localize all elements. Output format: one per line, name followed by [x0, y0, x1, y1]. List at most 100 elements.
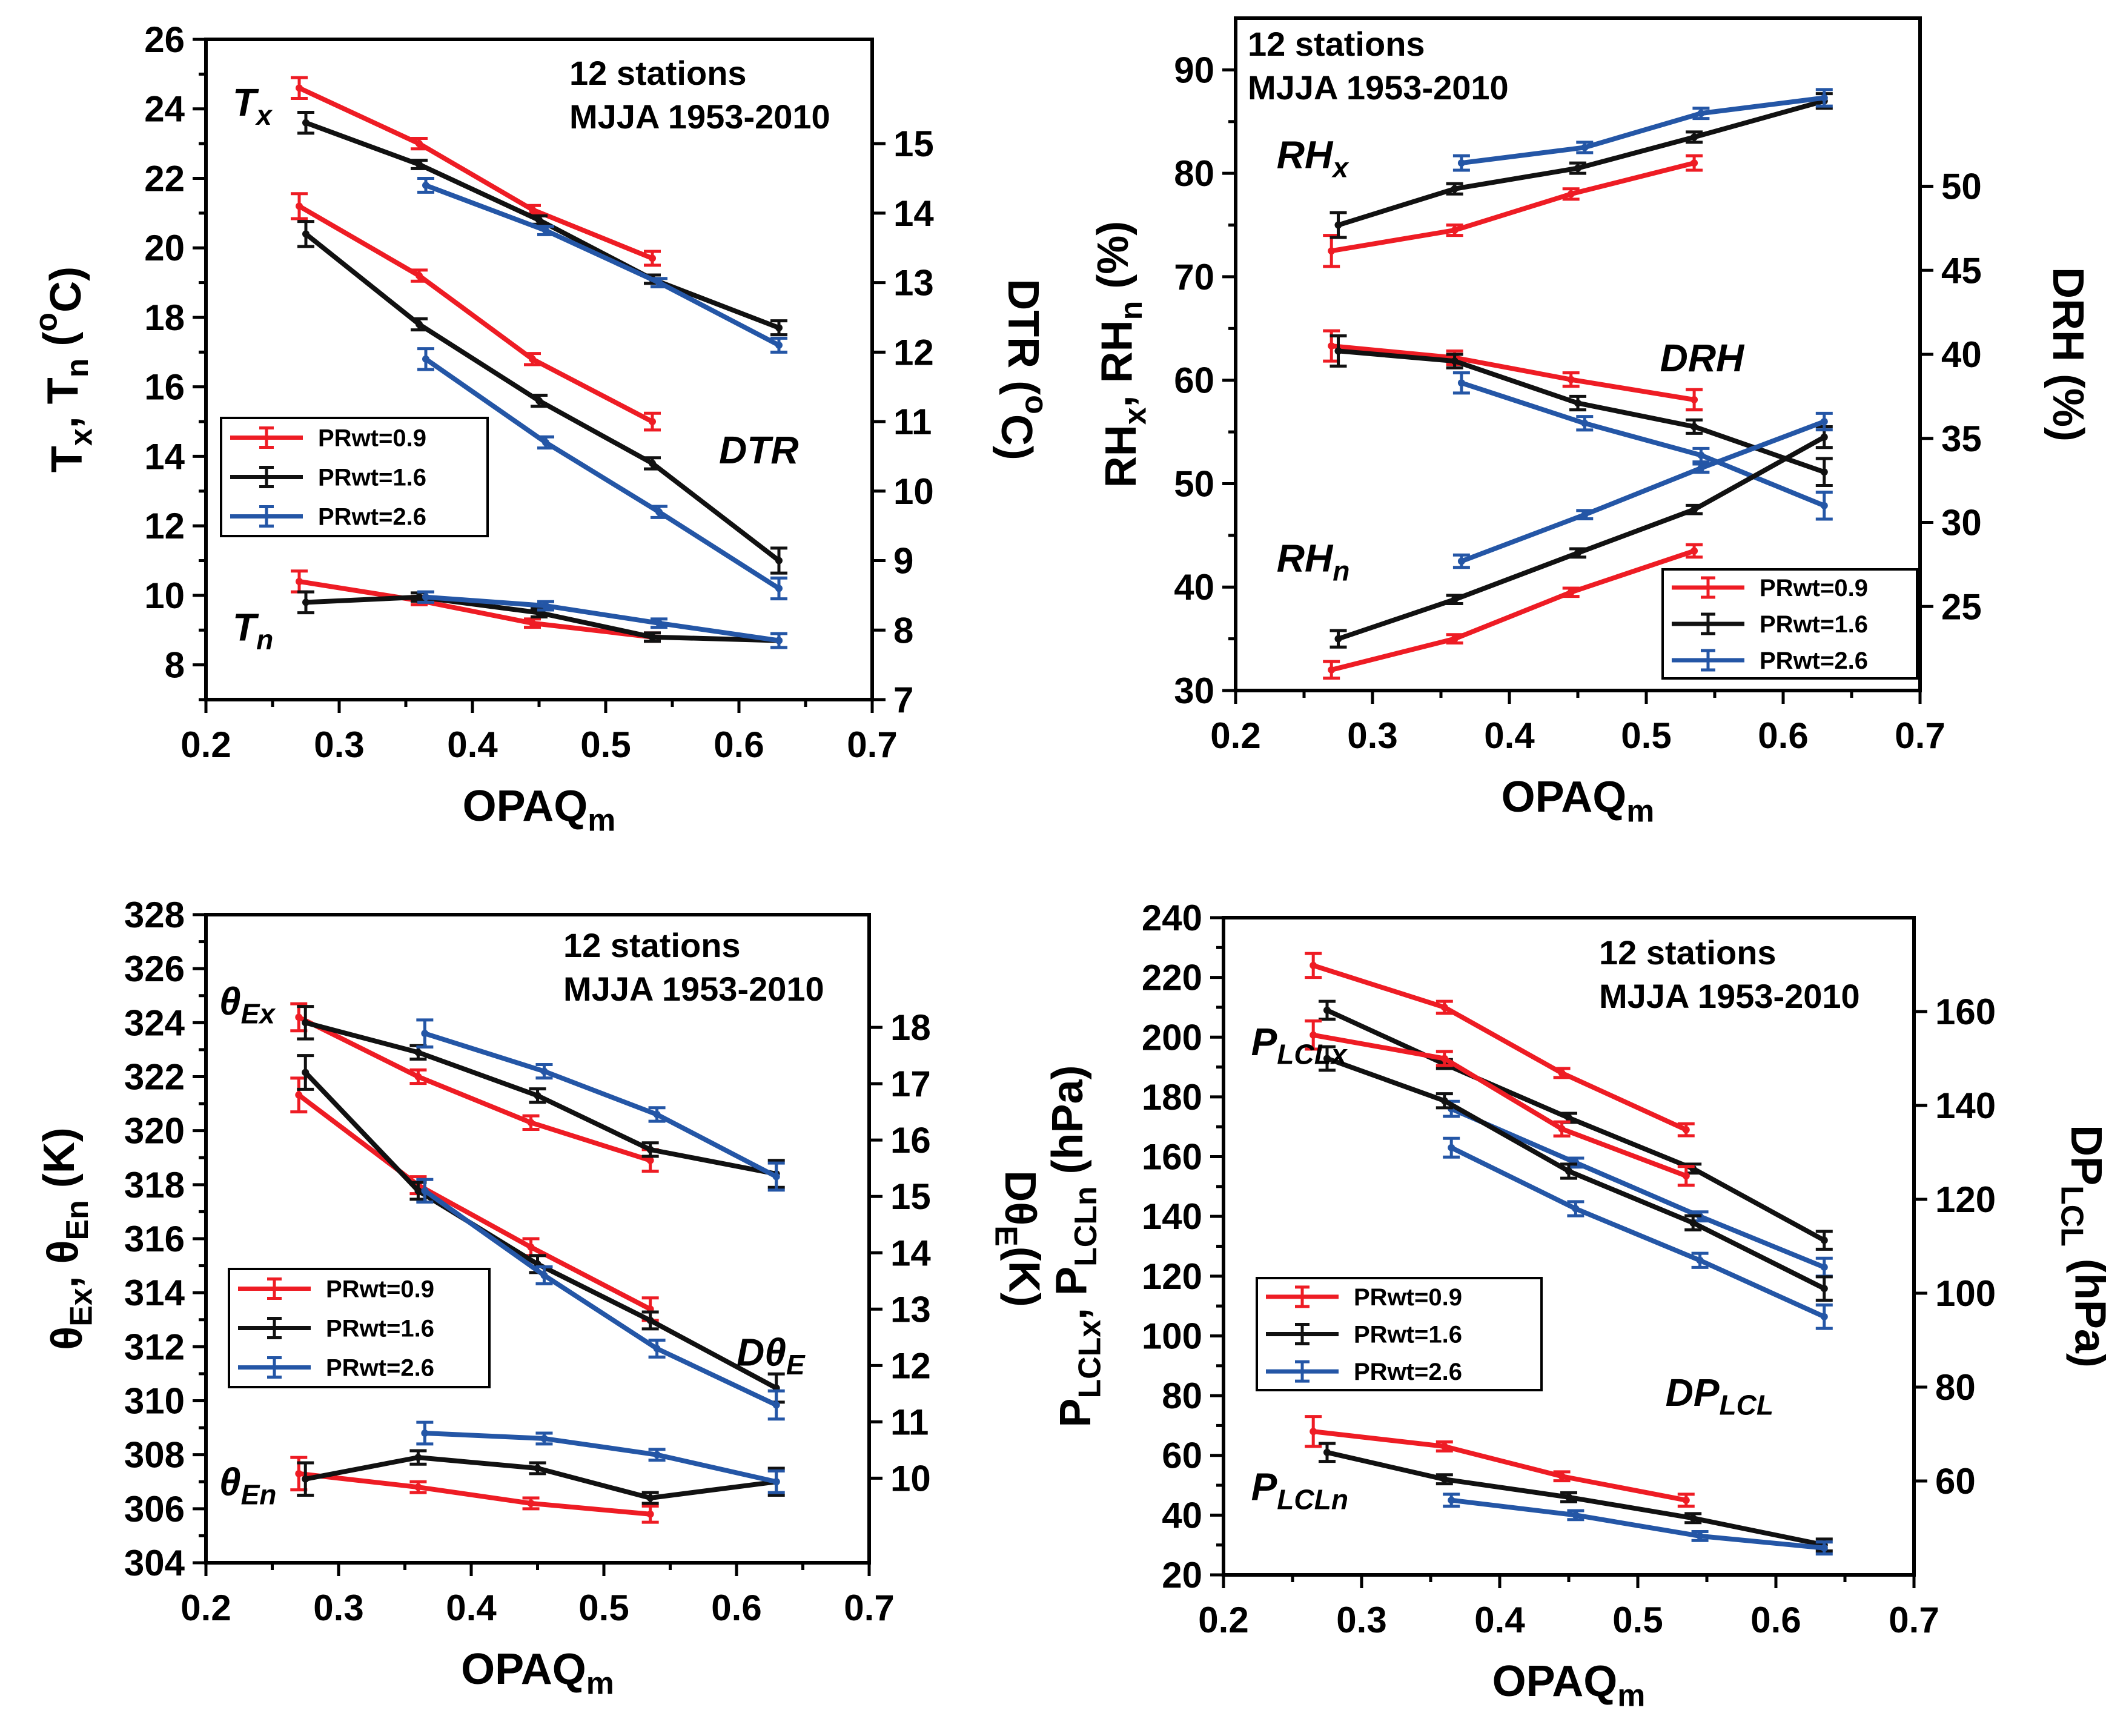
- series-line: [1338, 348, 1826, 475]
- x-tick-label: 0.3: [313, 1588, 363, 1628]
- y-tick-label: 180: [1142, 1077, 1202, 1118]
- y2-tick-label: 100: [1935, 1273, 1996, 1314]
- data-point: [422, 593, 429, 601]
- y2-tick-label: 120: [1935, 1179, 1996, 1220]
- series-ThEx-PRwt=0.9: [290, 1002, 659, 1173]
- data-point: [1690, 133, 1698, 141]
- y-axis-label: Tx, Tn (oC): [28, 267, 99, 472]
- y-tick-label: 220: [1142, 958, 1202, 998]
- data-point: [653, 1451, 661, 1459]
- data-point: [1682, 1496, 1690, 1504]
- y-tick-label: 10: [144, 575, 185, 616]
- curve-label-part: n: [256, 624, 273, 655]
- data-point: [1820, 418, 1828, 425]
- data-point: [1328, 342, 1336, 350]
- x-tick-label: 0.2: [1198, 1600, 1248, 1640]
- x-tick-label: 0.3: [314, 724, 364, 765]
- series-Tn-PRwt=2.6: [417, 590, 787, 649]
- data-point: [1440, 1476, 1448, 1483]
- data-point: [655, 508, 663, 516]
- data-point: [646, 1316, 654, 1324]
- data-point: [1689, 1514, 1697, 1522]
- data-point: [1696, 1256, 1704, 1264]
- curve-label-part: x: [254, 99, 273, 131]
- legend-label: PRwt=2.6: [326, 1355, 434, 1382]
- curve-label-part: P: [1251, 1020, 1277, 1064]
- annotation-line: MJJA 1953-2010: [1248, 68, 1509, 107]
- x-tick-label: 0.7: [844, 1588, 894, 1628]
- annotation-line: 12 stations: [569, 54, 747, 92]
- series-Pn-PRwt=2.6: [1443, 1492, 1833, 1555]
- data-point: [1820, 1313, 1828, 1320]
- y-axis-label-part: , P: [1048, 1267, 1096, 1320]
- legend-entry: PRwt=1.6: [1266, 1322, 1462, 1348]
- series-Tx-PRwt=0.9: [291, 76, 661, 267]
- data-point: [1820, 94, 1828, 102]
- series-line: [297, 204, 654, 424]
- data-point: [646, 1145, 654, 1153]
- y-tick-label: 322: [124, 1057, 185, 1098]
- data-point: [1328, 247, 1336, 255]
- data-point: [302, 1019, 310, 1027]
- data-point: [1451, 227, 1459, 234]
- legend: PRwt=0.9 PRwt=1.6 PRwt=2.6: [228, 1268, 491, 1388]
- legend-entry: PRwt=1.6: [230, 465, 426, 491]
- y2-tick-label: 40: [1941, 334, 1982, 375]
- curve-label-part: T: [233, 605, 259, 649]
- data-point: [542, 602, 549, 610]
- data-point: [1690, 547, 1698, 555]
- y-tick-label: 308: [124, 1435, 185, 1476]
- curve-label: Tx: [233, 81, 273, 131]
- y-tick-label: 18: [144, 297, 185, 338]
- series-line: [299, 578, 653, 640]
- x-tick-label: 0.2: [180, 1588, 231, 1628]
- x-axis-label: OPAQm: [1492, 1657, 1646, 1713]
- x-tick-label: 0.5: [1621, 715, 1671, 756]
- y-axis-label-part: (%): [1089, 221, 1137, 301]
- series-DThE-PRwt=2.6: [416, 1178, 785, 1421]
- data-point: [1574, 549, 1581, 557]
- data-point: [1820, 468, 1828, 476]
- y-tick-label: 328: [124, 895, 185, 935]
- data-point: [295, 1013, 303, 1021]
- data-point: [416, 161, 423, 168]
- y2-tick-label: 14: [890, 1233, 931, 1273]
- chart-panel-top-right: 0.2 0.3 0.4 0.5 0.6 0.7 30 40 50 60 70 80 90 25 30 35 40…: [1089, 16, 2092, 829]
- x-tick-label: 0.7: [847, 724, 897, 765]
- y2-axis-label-part: (K): [999, 1247, 1048, 1307]
- data-point: [1448, 1496, 1455, 1504]
- data-point: [1323, 1448, 1331, 1456]
- y-tick-label: 316: [124, 1219, 185, 1259]
- data-point: [1690, 159, 1698, 167]
- y-axis-label-part: n: [59, 359, 94, 378]
- data-point: [1682, 1126, 1690, 1134]
- data-point: [1334, 221, 1342, 229]
- data-point: [775, 557, 783, 565]
- data-point: [772, 1173, 780, 1181]
- curve-label-part: θ: [219, 979, 241, 1023]
- y2-axis-label-part: o: [1019, 395, 1055, 414]
- data-point: [529, 619, 536, 627]
- y2-axis-label-part: DP: [2062, 1125, 2106, 1185]
- y2-tick-label: 25: [1941, 586, 1982, 627]
- y-axis-label-part: , RH: [1093, 320, 1142, 407]
- data-point: [414, 1483, 422, 1491]
- data-point: [416, 593, 423, 601]
- data-point: [1328, 666, 1336, 674]
- data-point: [1565, 1167, 1572, 1175]
- series-DRH-PRwt=1.6: [1329, 334, 1833, 487]
- data-point: [1690, 396, 1698, 403]
- x-tick-label: 0.4: [447, 724, 498, 765]
- series-ThEn-PRwt=2.6: [416, 1420, 785, 1494]
- series-RHx-PRwt=0.9: [1323, 154, 1703, 268]
- curve-label: PLCLn: [1251, 1465, 1348, 1516]
- legend-label: PRwt=0.9: [326, 1276, 434, 1303]
- y2-axis-label: DPLCL (hPa): [2055, 1125, 2106, 1368]
- y-tick-label: 90: [1174, 50, 1214, 90]
- data-point: [649, 254, 656, 262]
- x-axis-label: OPAQm: [463, 782, 616, 838]
- legend-label: PRwt=2.6: [318, 504, 426, 531]
- data-point: [1558, 1069, 1566, 1077]
- y2-axis-label-part: C): [992, 414, 1041, 460]
- series-Tx-PRwt=2.6: [417, 176, 787, 354]
